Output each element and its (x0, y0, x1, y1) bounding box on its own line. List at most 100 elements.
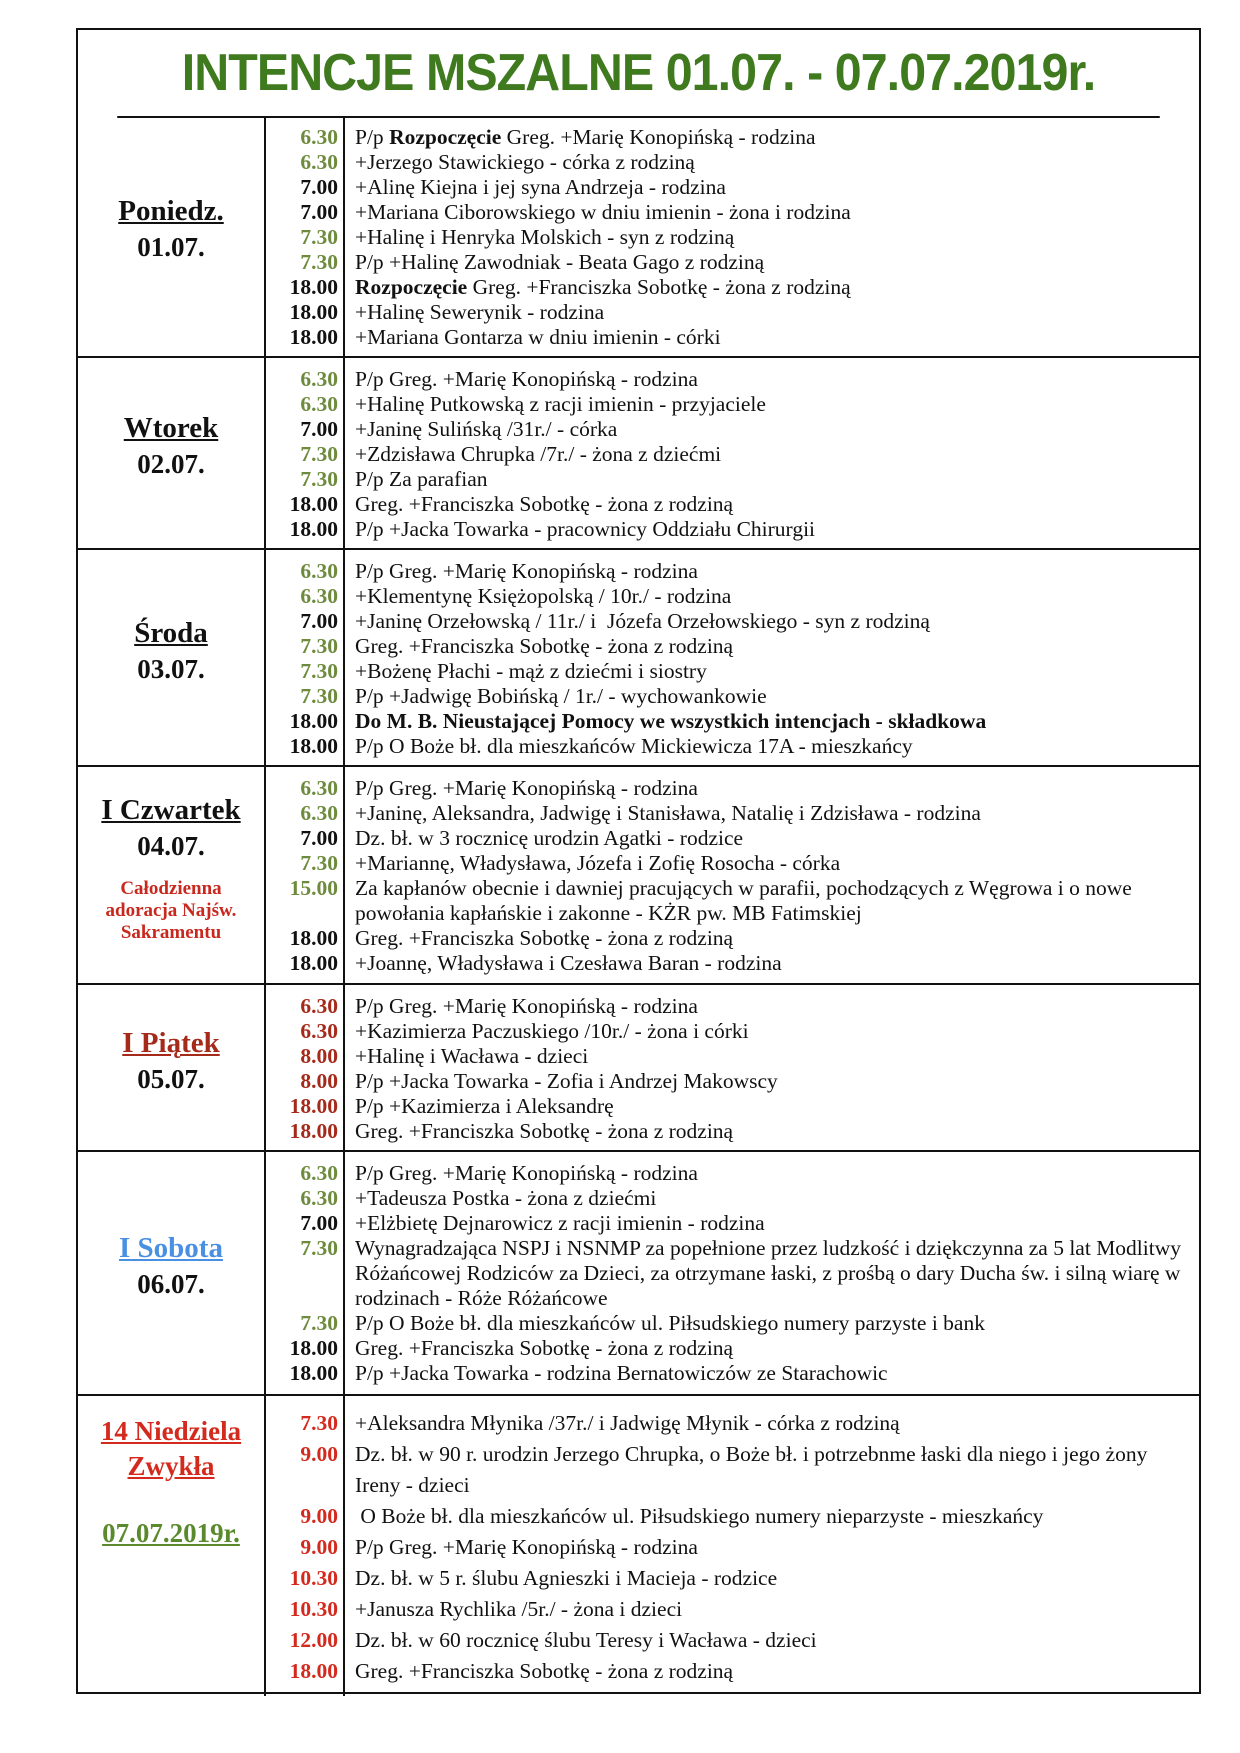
mass-time: 7.00 (300, 175, 338, 199)
mass-time: 18.00 (289, 492, 338, 516)
intention-entry: 7.00 +Janinę Sulińską /31r./ - córka (266, 417, 1199, 442)
mass-time: 15.00 (289, 876, 338, 900)
day-row: I Sobota 06.07. 6.30 P/p Greg. +Marię Konop… (78, 1152, 1199, 1396)
intention-text: P/p Rozpoczęcie Greg. +Marię Konopińską … (338, 125, 1199, 150)
mass-time: 6.30 (300, 1019, 338, 1043)
intention-entry: 6.30 +Jerzego Stawickiego - córka z rodzi… (266, 150, 1199, 175)
intention-text-part: P/p Za parafian (355, 467, 488, 491)
intention-text: +Mariannę, Władysława, Józefa i Zofię Ro… (338, 851, 1199, 876)
intention-entry: 18.00 +Joannę, Władysława i Czesława Bara… (266, 951, 1199, 976)
intention-entry: 18.00 Greg. +Franciszka Sobotkę - żona z … (266, 926, 1199, 951)
intention-text: Greg. +Franciszka Sobotkę - żona z rodzi… (338, 1119, 1199, 1144)
day-date: 01.07. (137, 232, 205, 262)
intention-text-part: P/p O Boże bł. dla mieszkańców ul. Piłsu… (355, 1311, 985, 1335)
intention-entry: 6.30 +Kazimierza Paczuskiego /10r./ - żon… (266, 1019, 1199, 1044)
intention-entry: 7.30 P/p O Boże bł. dla mieszkańców ul. P… (266, 1311, 1199, 1336)
day-date: 04.07. (137, 831, 205, 861)
mass-time: 18.00 (289, 926, 338, 950)
day-cell: I Czwartek 04.07. Całodzienna adoracja Naj… (78, 767, 266, 983)
intention-text-part: +Mariana Gontarza w dniu imienin - córki (355, 325, 721, 349)
intention-text: +Halinę i Wacława - dzieci (338, 1044, 1199, 1069)
mass-time: 7.30 (300, 225, 338, 249)
intention-entry: 10.30 +Janusza Rychlika /5r./ - żona i dz… (266, 1594, 1199, 1625)
intention-entry: 18.00 P/p O Boże bł. dla mieszkańców Mick… (266, 734, 1199, 759)
intentions-sheet: INTENCJE MSZALNE 01.07. - 07.07.2019r. P… (76, 28, 1201, 1696)
intention-entry: 18.00 Rozpoczęcie Greg. +Franciszka Sobot… (266, 275, 1199, 300)
intention-text-part: +Janinę Orzełowską / 11r./ i Józefa Orze… (355, 609, 930, 633)
intention-entry: 9.00 O Boże bł. dla mieszkańców ul. Piłs… (266, 1501, 1199, 1532)
times-column (266, 116, 345, 356)
intention-text-part: P/p +Kazimierza i Aleksandrę (355, 1094, 614, 1118)
mass-time: 6.30 (300, 801, 338, 825)
times-column (266, 1396, 345, 1696)
intention-text-part: Wynagradzająca NSPJ i NSNMP za popełnion… (355, 1236, 1187, 1310)
entries-list: 7.30 +Aleksandra Młynika /37r./ i Jadwigę… (266, 1396, 1199, 1687)
intention-text-part: +Jerzego Stawickiego - córka z rodziną (355, 150, 695, 174)
intention-text: P/p Za parafian (338, 467, 1199, 492)
intention-entry: 18.00 P/p +Jacka Towarka - rodzina Bernat… (266, 1361, 1199, 1386)
mass-time: 6.30 (300, 994, 338, 1018)
intention-text: Greg. +Franciszka Sobotkę - żona z rodzi… (338, 634, 1199, 659)
mass-time: 7.00 (300, 609, 338, 633)
intention-entry: 18.00 P/p +Kazimierza i Aleksandrę (266, 1094, 1199, 1119)
intention-text: +Kazimierza Paczuskiego /10r./ - żona i … (338, 1019, 1199, 1044)
intention-entry: 7.00 Dz. bł. w 3 rocznicę urodzin Agatki … (266, 826, 1199, 851)
intention-text-part: P/p Greg. +Marię Konopińską - rodzina (355, 1161, 698, 1185)
mass-time: 7.30 (300, 1411, 338, 1435)
mass-time: 18.00 (289, 275, 338, 299)
day-label: I Czwartek (101, 794, 241, 826)
intention-entry: 9.00 Dz. bł. w 90 r. urodzin Jerzego Chru… (266, 1439, 1199, 1501)
intention-entry: 7.30 +Mariannę, Władysława, Józefa i Zofi… (266, 851, 1199, 876)
entries-list: 6.30 P/p Greg. +Marię Konopińską - rodzin… (266, 767, 1199, 976)
day-cell: Środa 03.07. (78, 550, 266, 765)
day-cell: I Piątek 05.07. (78, 985, 266, 1150)
intention-text-part: +Tadeusza Postka - żona z dziećmi (355, 1186, 657, 1210)
intention-entry: 6.30 P/p Greg. +Marię Konopińską - rodzin… (266, 559, 1199, 584)
mass-time: 18.00 (289, 325, 338, 349)
intention-text: Greg. +Franciszka Sobotkę - żona z rodzi… (338, 492, 1199, 517)
day-row: Wtorek 02.07. 6.30 P/p Greg. +Marię Konopiń… (78, 358, 1199, 550)
intention-entry: 7.00 +Alinę Kiejna i jej syna Andrzeja - … (266, 175, 1199, 200)
intention-text: Za kapłanów obecnie i dawniej pracującyc… (338, 876, 1199, 926)
intention-text: Greg. +Franciszka Sobotkę - żona z rodzi… (338, 926, 1199, 951)
intention-text-part: P/p O Boże bł. dla mieszkańców Mickiewic… (355, 734, 913, 758)
intention-text: +Halinę Sewerynik - rodzina (338, 300, 1199, 325)
intention-text: +Halinę Putkowską z racji imienin - przy… (338, 392, 1199, 417)
intention-text: P/p Greg. +Marię Konopińską - rodzina (338, 1532, 1199, 1563)
intention-text: +Janinę Sulińską /31r./ - córka (338, 417, 1199, 442)
intention-text: +Jerzego Stawickiego - córka z rodziną (338, 150, 1199, 175)
mass-time: 18.00 (289, 734, 338, 758)
intention-text: +Tadeusza Postka - żona z dziećmi (338, 1186, 1199, 1211)
mass-time: 9.00 (300, 1535, 338, 1559)
entries-list: 6.30 P/p Rozpoczęcie Greg. +Marię Konopiń… (266, 116, 1199, 350)
intention-entry: 7.30 P/p +Jadwigę Bobińską / 1r./ - wycho… (266, 684, 1199, 709)
mass-time: 7.00 (300, 1211, 338, 1235)
intention-entry: 10.30 Dz. bł. w 5 r. ślubu Agnieszki i Ma… (266, 1563, 1199, 1594)
intention-text: Wynagradzająca NSPJ i NSNMP za popełnion… (338, 1236, 1199, 1311)
mass-time: 18.00 (289, 709, 338, 733)
intention-text-part: Greg. +Franciszka Sobotkę - żona z rodzi… (355, 634, 734, 658)
intention-text-part: +Halinę Putkowską z racji imienin - przy… (355, 392, 766, 416)
intention-text: Dz. bł. w 90 r. urodzin Jerzego Chrupka,… (338, 1439, 1199, 1501)
intention-text-part: +Kazimierza Paczuskiego /10r./ - żona i … (355, 1019, 749, 1043)
intention-text: P/p +Jacka Towarka - pracownicy Oddziału… (338, 517, 1199, 542)
intention-entry: 6.30 +Janinę, Aleksandra, Jadwigę i Stani… (266, 801, 1199, 826)
mass-time: 7.30 (300, 250, 338, 274)
intention-text: +Aleksandra Młynika /37r./ i Jadwigę Mły… (338, 1408, 1199, 1439)
intention-entry: 7.30 +Bożenę Płachi - mąż z dziećmi i sio… (266, 659, 1199, 684)
intention-entry: 6.30 P/p Rozpoczęcie Greg. +Marię Konopiń… (266, 125, 1199, 150)
day-note: Całodzienna adoracja Najśw. Sakramentu (105, 878, 237, 943)
day-row: I Piątek 05.07. 6.30 P/p Greg. +Marię Konop… (78, 985, 1199, 1152)
intention-entry: 7.30 +Aleksandra Młynika /37r./ i Jadwigę… (266, 1408, 1199, 1439)
mass-time: 7.30 (300, 467, 338, 491)
day-label: Poniedz. (118, 195, 224, 227)
mass-time: 18.00 (289, 517, 338, 541)
intention-entry: 8.00 P/p +Jacka Towarka - Zofia i Andrzej… (266, 1069, 1199, 1094)
entries-list: 6.30 P/p Greg. +Marię Konopińską - rodzin… (266, 985, 1199, 1144)
mass-time: 7.30 (300, 684, 338, 708)
mass-time: 18.00 (289, 1336, 338, 1360)
intention-text-part: +Klementynę Księżopolską / 10r./ - rodzi… (355, 584, 732, 608)
intention-entry: 9.00 P/p Greg. +Marię Konopińską - rodzin… (266, 1532, 1199, 1563)
times-column (266, 985, 345, 1150)
intention-text: P/p +Jacka Towarka - rodzina Bernatowicz… (338, 1361, 1199, 1386)
